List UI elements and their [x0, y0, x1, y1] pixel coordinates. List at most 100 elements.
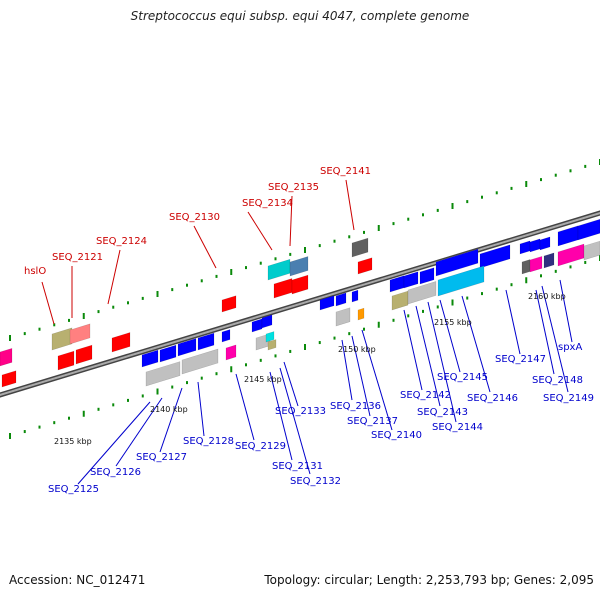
leader-line: [345, 179, 355, 231]
tick-dot: [112, 403, 115, 407]
gene-feature: [539, 236, 551, 251]
tick-dot: [68, 318, 70, 322]
leader-line: [159, 387, 183, 453]
tick-dot: [156, 291, 159, 297]
gene-feature: [141, 349, 159, 368]
tick-dot: [318, 341, 321, 345]
leader-line: [351, 335, 371, 417]
gene-feature: [583, 240, 600, 261]
tick-dot: [569, 169, 572, 173]
gene-label: SEQ_2147: [495, 354, 546, 365]
gene-label: SEQ_2141: [320, 166, 371, 177]
gene-feature: [181, 348, 219, 375]
leader-line: [247, 211, 273, 251]
tick-dot: [53, 421, 56, 425]
tick-dot: [274, 257, 277, 261]
tick-dot: [171, 288, 174, 292]
gene-feature: [177, 338, 197, 357]
genome-backbone-highlight: [0, 211, 600, 397]
tick-dot: [363, 327, 365, 331]
tick-dot: [97, 407, 100, 411]
gene-feature: [221, 295, 237, 313]
gene-feature: [289, 256, 309, 277]
gene-feature: [225, 344, 237, 361]
tick-dot: [525, 277, 528, 284]
tick-dot: [451, 203, 454, 209]
leader-line: [559, 279, 573, 343]
gene-feature: [75, 344, 93, 365]
tick-dot: [348, 235, 351, 239]
gene-label: SEQ_2142: [400, 390, 451, 401]
tick-dot: [422, 213, 424, 217]
gene-feature: [437, 265, 485, 297]
leader-line: [361, 329, 393, 431]
leader-line: [541, 285, 569, 393]
leader-line: [535, 289, 555, 375]
gene-feature: [577, 218, 600, 241]
tick-dot: [422, 309, 424, 313]
gene-feature: [557, 243, 585, 267]
gene-label: SEQ_2140: [371, 430, 422, 441]
gene-feature: [1, 370, 17, 388]
tick-dot: [289, 349, 292, 353]
gene-label: SEQ_2135: [268, 182, 319, 193]
kbp-label: 2135 kbp: [54, 437, 92, 446]
tick-dot: [230, 269, 233, 275]
gene-feature: [267, 339, 277, 351]
tick-dot: [333, 336, 336, 340]
gene-feature: [519, 240, 531, 255]
gene-feature: [529, 238, 541, 253]
gene-feature: [335, 292, 347, 307]
gene-feature: [51, 327, 73, 351]
gene-label: SEQ_2148: [532, 375, 583, 386]
gene-label: SEQ_2131: [272, 461, 323, 472]
leader-line: [505, 289, 521, 355]
gene-label: SEQ_2126: [90, 467, 141, 478]
tick-dot: [9, 335, 11, 341]
leader-line: [41, 281, 55, 325]
tick-dot: [289, 252, 292, 256]
kbp-label: 2155 kbp: [434, 318, 472, 327]
tick-dot: [466, 200, 469, 204]
tick-dot: [82, 410, 85, 417]
tick-dot: [540, 274, 542, 278]
gene-feature: [291, 274, 309, 295]
tick-dot: [481, 195, 483, 199]
gene-feature: [319, 295, 335, 311]
gene-feature: [145, 361, 181, 387]
tick-dot: [436, 305, 439, 309]
gene-feature: [351, 289, 359, 303]
tick-dot: [407, 314, 410, 318]
tick-dot: [259, 358, 262, 362]
gene-feature: [435, 248, 479, 277]
tick-dot: [82, 313, 85, 319]
gene-feature: [479, 244, 511, 269]
tick-dot: [200, 279, 203, 283]
tick-dot: [554, 269, 557, 273]
tick-dot: [245, 363, 247, 367]
tick-dot: [333, 239, 336, 243]
gene-label: SEQ_2134: [242, 198, 293, 209]
leader-line: [115, 397, 163, 467]
topology-summary: Topology: circular; Length: 2,253,793 bp…: [264, 573, 594, 587]
accession-text: Accession: NC_012471: [9, 573, 146, 587]
gene-feature: [0, 348, 13, 367]
leader-line: [283, 361, 299, 407]
gene-feature: [529, 255, 543, 273]
gene-feature: [265, 331, 275, 343]
leader-line: [439, 299, 461, 373]
tick-dot: [495, 191, 498, 195]
tick-dot: [97, 310, 100, 314]
gene-feature: [273, 278, 293, 299]
tick-dot: [466, 296, 469, 300]
tick-dot: [141, 394, 144, 398]
tick-dot: [540, 178, 542, 182]
tick-dot: [569, 265, 572, 269]
gene-label: SEQ_2128: [183, 436, 234, 447]
gene-label: SEQ_2121: [52, 252, 103, 263]
tick-dot: [525, 181, 528, 187]
gene-feature: [543, 252, 555, 269]
tick-dot: [141, 296, 144, 300]
gene-label: SEQ_2143: [417, 407, 468, 418]
